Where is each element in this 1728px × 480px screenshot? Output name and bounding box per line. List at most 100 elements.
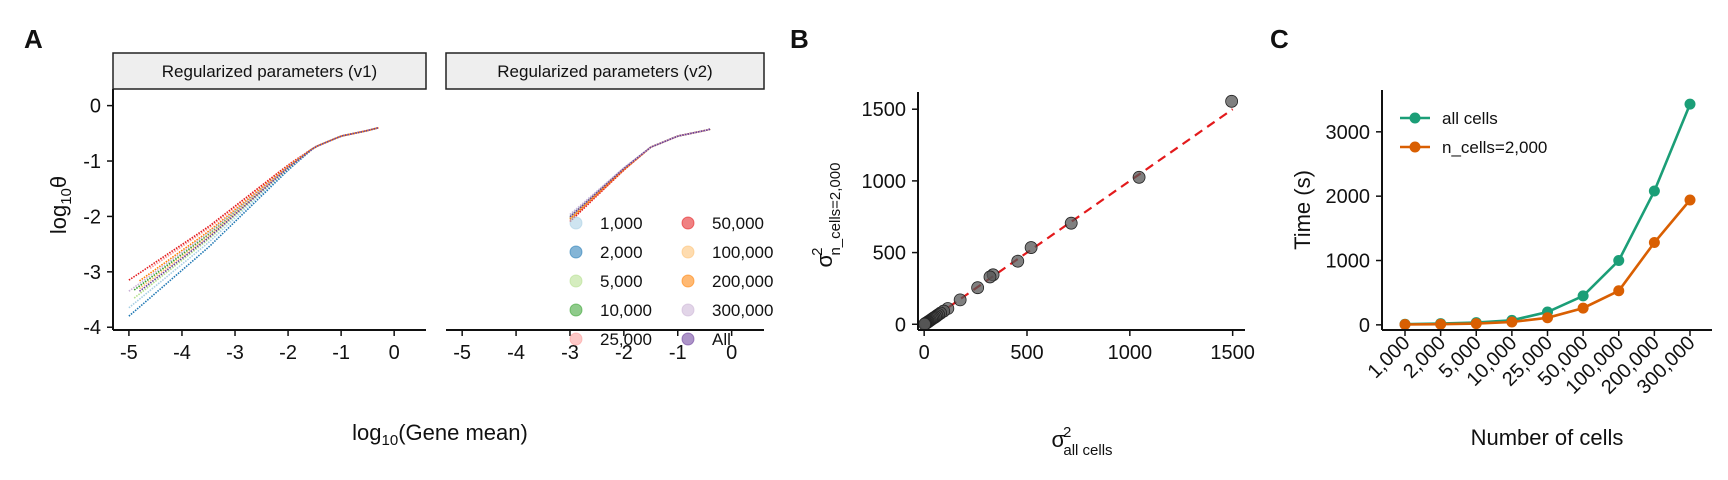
facet-strip-v1-label: Regularized parameters (v1) [162, 62, 377, 81]
panel-c-chart: 1,0002,0005,00010,00025,00050,000100,000… [1290, 90, 1712, 450]
panel-a-legend-label-3: 5,000 [600, 272, 643, 291]
panel-c-y-tick-label: 3000 [1326, 122, 1371, 144]
panel-a-v1-x-tick-label: -3 [226, 342, 244, 364]
panel-a-legend-key-4 [569, 303, 583, 317]
panel-letter-b: B [790, 24, 809, 54]
panel-b-point-9 [953, 293, 967, 307]
panel-a-v1-x-tick-label: 0 [389, 342, 400, 364]
panel-b-y-tick-label: 0 [895, 314, 906, 336]
panel-a-v1-series [128, 127, 379, 317]
panel-b-x-tick-label: 1500 [1210, 342, 1255, 364]
panel-a-v2-x-tick-label: -1 [669, 342, 687, 364]
panel-b-point-4 [1024, 241, 1038, 254]
panel-a-v2-series [569, 128, 711, 223]
panel-a-y-tick-label: -2 [83, 206, 101, 228]
panel-a-legend-key-8 [681, 274, 695, 288]
facet-strip-v2-label: Regularized parameters (v2) [497, 62, 712, 81]
panel-a-v2-series-4-line [569, 128, 711, 220]
panel-b-x-tick-label: 0 [919, 342, 930, 364]
panel-c-series-2-line [1404, 199, 1691, 326]
panel-a-legend-key-1 [569, 216, 583, 230]
panel-a-legend-label-9: 300,000 [712, 301, 773, 320]
panel-a-v2-series-10-line [569, 128, 711, 218]
panel-a-legend-key-3 [569, 274, 583, 288]
panel-a-legend: 1,000 2,000 5,000 10,000 25,000 50,000 100,000… [569, 214, 773, 349]
panel-a-v2-series-3-line [569, 128, 711, 218]
panel-a-y-tick-label: -3 [83, 262, 101, 284]
facet-strip-v2 [445, 52, 765, 90]
panel-a-y-ticks: 0 -1 -2 -3 -4 [83, 96, 113, 339]
panel-a-legend-key-5 [569, 332, 583, 346]
panel-a-legend-key-10 [681, 332, 695, 346]
panel-a-v1-series-8-line [139, 127, 379, 282]
panel-a-v2-x-tick-label: -2 [615, 342, 633, 364]
panel-a-v1-x-tick-label: -1 [332, 342, 350, 364]
panel-a-legend-label-8: 200,000 [712, 272, 773, 291]
panel-c-y-axis-title: Time (s) [1290, 170, 1315, 250]
panel-a-v1-series-1-line [128, 127, 379, 309]
panel-a-x-ticks: -5 -4 -3 -2 -1 0 -5 -4 -3 -2 -1 0 [120, 330, 737, 364]
panel-c-legend: all cells n_cells=2,000 [1400, 109, 1547, 157]
panel-c-x-axis-title: Number of cells [1471, 425, 1624, 450]
panel-b-point-8 [971, 281, 985, 295]
panel-a-v1-x-tick-label: -5 [120, 342, 138, 364]
panel-b-point-26 [918, 317, 931, 331]
panel-a-v2-x-tick-label: -5 [453, 342, 471, 364]
panel-c-legend-label-2: n_cells=2,000 [1442, 138, 1547, 157]
panel-c-series-2-point [1684, 194, 1696, 206]
panel-a-v1-series-10-line [139, 127, 379, 292]
panel-c-y-tick-label: 0 [1359, 315, 1370, 337]
panel-a-y-tick-label: 0 [90, 96, 101, 118]
panel-a-v1-series-5-line [149, 127, 379, 269]
panel-c-x-ticks: 1,0002,0005,00010,00025,00050,000100,000… [1364, 330, 1700, 399]
panel-a-legend-key-7 [681, 245, 695, 259]
panel-c-series-1-point [1613, 255, 1625, 267]
panel-b-x-tick-label: 500 [1010, 342, 1043, 364]
panel-a-v2-series-9-line [569, 128, 711, 216]
panel-a-legend-label-10: All [712, 330, 731, 349]
facet-strip-v1 [112, 52, 427, 90]
panel-c-legend-key-point-2 [1409, 141, 1421, 153]
panel-a-legend-label-6: 50,000 [712, 214, 764, 233]
panel-letter-c: C [1270, 24, 1289, 54]
panel-c-series-2-point [1470, 318, 1482, 330]
panel-c-legend-key-point-1 [1409, 112, 1421, 124]
panel-a-v2-series-1-line [569, 128, 711, 217]
panel-b-points [918, 94, 1239, 331]
panel-a-legend-key-9 [681, 303, 695, 317]
panel-a-y-tick-label: -4 [83, 317, 101, 339]
panel-c-series-1-point [1577, 290, 1589, 302]
panel-a-legend-key-2 [569, 245, 583, 259]
panel-a-chart: Regularized parameters (v1) Regularized … [46, 52, 773, 449]
panel-b-y-ticks: 0 500 1000 1500 [862, 99, 918, 336]
panel-b-chart: 0 500 1000 1500 0 500 1000 1500 σ2 all cells σ2… [809, 92, 1255, 459]
panel-a-v1-series-9-line [128, 127, 379, 292]
panel-a-v1-x-tick-label: -4 [173, 342, 191, 364]
panel-b-point-2 [1132, 170, 1146, 184]
panel-a-legend-label-2: 2,000 [600, 243, 643, 262]
panel-c-series-1-point [1684, 98, 1696, 110]
panel-c-series-2-point [1577, 302, 1589, 314]
panel-a-legend-label-5: 25,000 [600, 330, 652, 349]
panel-a-v2-x-tick-label: -3 [561, 342, 579, 364]
panel-c-series-2-point [1435, 318, 1447, 330]
panel-a-v2-series-5-line [569, 128, 711, 221]
panel-b-point-5 [1011, 254, 1025, 268]
panel-a-y-tick-label: -1 [83, 151, 101, 173]
panel-b-x-axis-title: σ2 all cells [1051, 424, 1112, 459]
panel-letter-a: A [24, 24, 43, 54]
panel-b-x-tick-label: 1000 [1108, 342, 1153, 364]
panel-c-series-2-point [1542, 312, 1553, 324]
panel-a-v2-series-7-line [569, 128, 711, 219]
panel-a-legend-key-6 [681, 216, 695, 230]
panel-b-point-1 [1225, 94, 1239, 108]
panel-b-identity-line [923, 108, 1234, 326]
panel-b-x-ticks: 0 500 1000 1500 [919, 330, 1255, 364]
panel-a-legend-label-7: 100,000 [712, 243, 773, 262]
panel-a-x-axis-title: log10(Gene mean) [352, 420, 528, 449]
panel-b-point-7 [983, 270, 997, 284]
panel-c-series-2-point [1399, 319, 1411, 331]
panel-a-v1-x-tick-label: -2 [279, 342, 297, 364]
panel-b-reference-line [923, 108, 1234, 326]
